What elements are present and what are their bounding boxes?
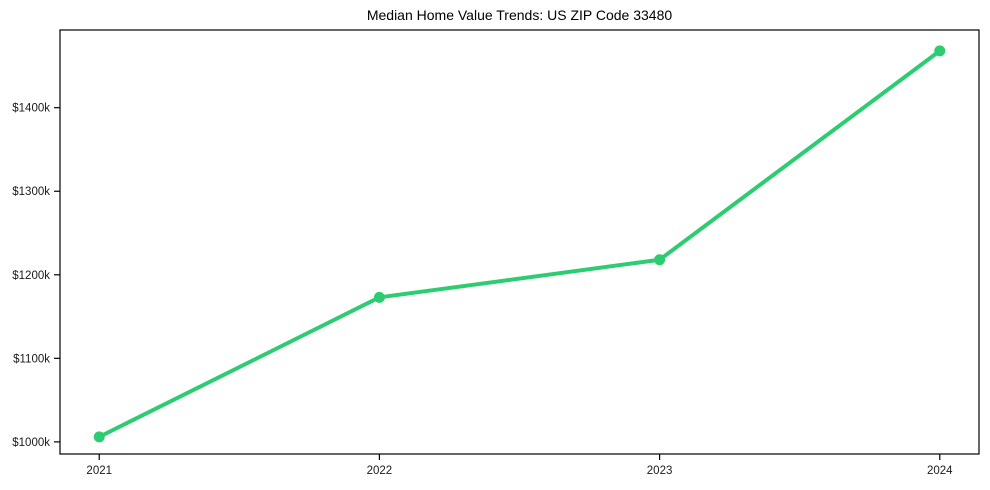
data-point (934, 45, 946, 57)
data-point (93, 431, 105, 443)
x-tick-label: 2021 (86, 465, 112, 477)
x-tick-label: 2023 (647, 465, 673, 477)
y-tick-label: $1300k (12, 186, 50, 198)
data-point (373, 291, 385, 303)
trend-line (97, 48, 942, 439)
chart-title: Median Home Value Trends: US ZIP Code 33… (366, 7, 673, 23)
y-tick-label: $1000k (12, 437, 50, 449)
x-tick-label: 2022 (367, 465, 393, 477)
data-point (654, 254, 666, 266)
y-tick-label: $1100k (13, 353, 50, 365)
y-tick-label: $1200k (12, 270, 50, 282)
x-tick-label: 2024 (927, 465, 953, 477)
plot-border (59, 29, 980, 455)
y-tick-label: $1400k (12, 103, 50, 115)
